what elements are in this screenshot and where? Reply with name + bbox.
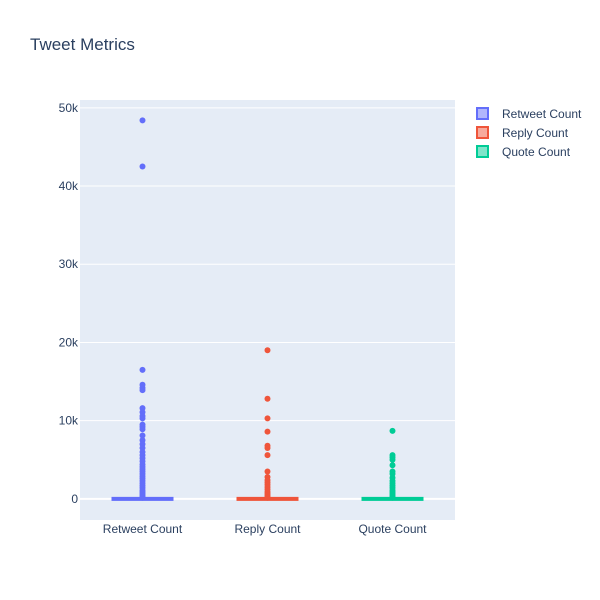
outlier-point xyxy=(139,426,146,433)
legend-swatch xyxy=(476,145,489,158)
outlier-point xyxy=(139,366,146,373)
outlier-point xyxy=(389,494,396,501)
outlier-point xyxy=(264,415,271,422)
chart-title: Tweet Metrics xyxy=(30,35,135,54)
x-axis-ticks: Retweet Count Reply Count Quote Count xyxy=(103,522,427,536)
outlier-point xyxy=(389,427,396,434)
y-tick-label: 40k xyxy=(59,179,79,193)
outlier-point xyxy=(389,456,396,463)
series-retweet-count xyxy=(111,117,174,501)
legend-label: Retweet Count xyxy=(502,107,582,121)
outlier-point xyxy=(264,347,271,354)
x-tick-label: Quote Count xyxy=(358,522,427,536)
y-tick-label: 20k xyxy=(59,335,79,349)
outlier-point xyxy=(139,117,146,124)
legend-item[interactable]: Reply Count xyxy=(476,126,569,140)
y-tick-label: 10k xyxy=(59,414,79,428)
outlier-point xyxy=(139,163,146,170)
legend-swatch xyxy=(476,126,489,139)
outlier-point xyxy=(264,395,271,402)
legend-item[interactable]: Quote Count xyxy=(476,145,571,159)
y-tick-label: 0 xyxy=(71,492,78,506)
y-tick-label: 30k xyxy=(59,257,79,271)
y-axis-ticks: 0 10k 20k 30k 40k 50k xyxy=(59,101,79,506)
legend-swatch xyxy=(476,107,489,120)
outlier-point xyxy=(264,452,271,459)
outlier-point xyxy=(264,428,271,435)
legend-item[interactable]: Retweet Count xyxy=(476,107,582,121)
outlier-point xyxy=(264,468,271,475)
series-reply-count xyxy=(236,347,299,501)
x-tick-label: Reply Count xyxy=(234,522,301,536)
series-quote-count xyxy=(361,427,424,501)
x-tick-label: Retweet Count xyxy=(103,522,183,536)
legend-label: Quote Count xyxy=(502,145,571,159)
outlier-point xyxy=(264,494,271,501)
outlier-point xyxy=(264,445,271,452)
legend-label: Reply Count xyxy=(502,126,569,140)
outlier-point xyxy=(139,432,146,439)
outlier-point xyxy=(139,415,146,422)
outlier-point xyxy=(389,462,396,469)
y-tick-label: 50k xyxy=(59,101,79,115)
legend[interactable]: Retweet Count Reply Count Quote Count xyxy=(476,107,582,159)
outlier-point xyxy=(139,387,146,394)
outlier-point xyxy=(139,494,146,501)
plot-series xyxy=(111,117,424,501)
